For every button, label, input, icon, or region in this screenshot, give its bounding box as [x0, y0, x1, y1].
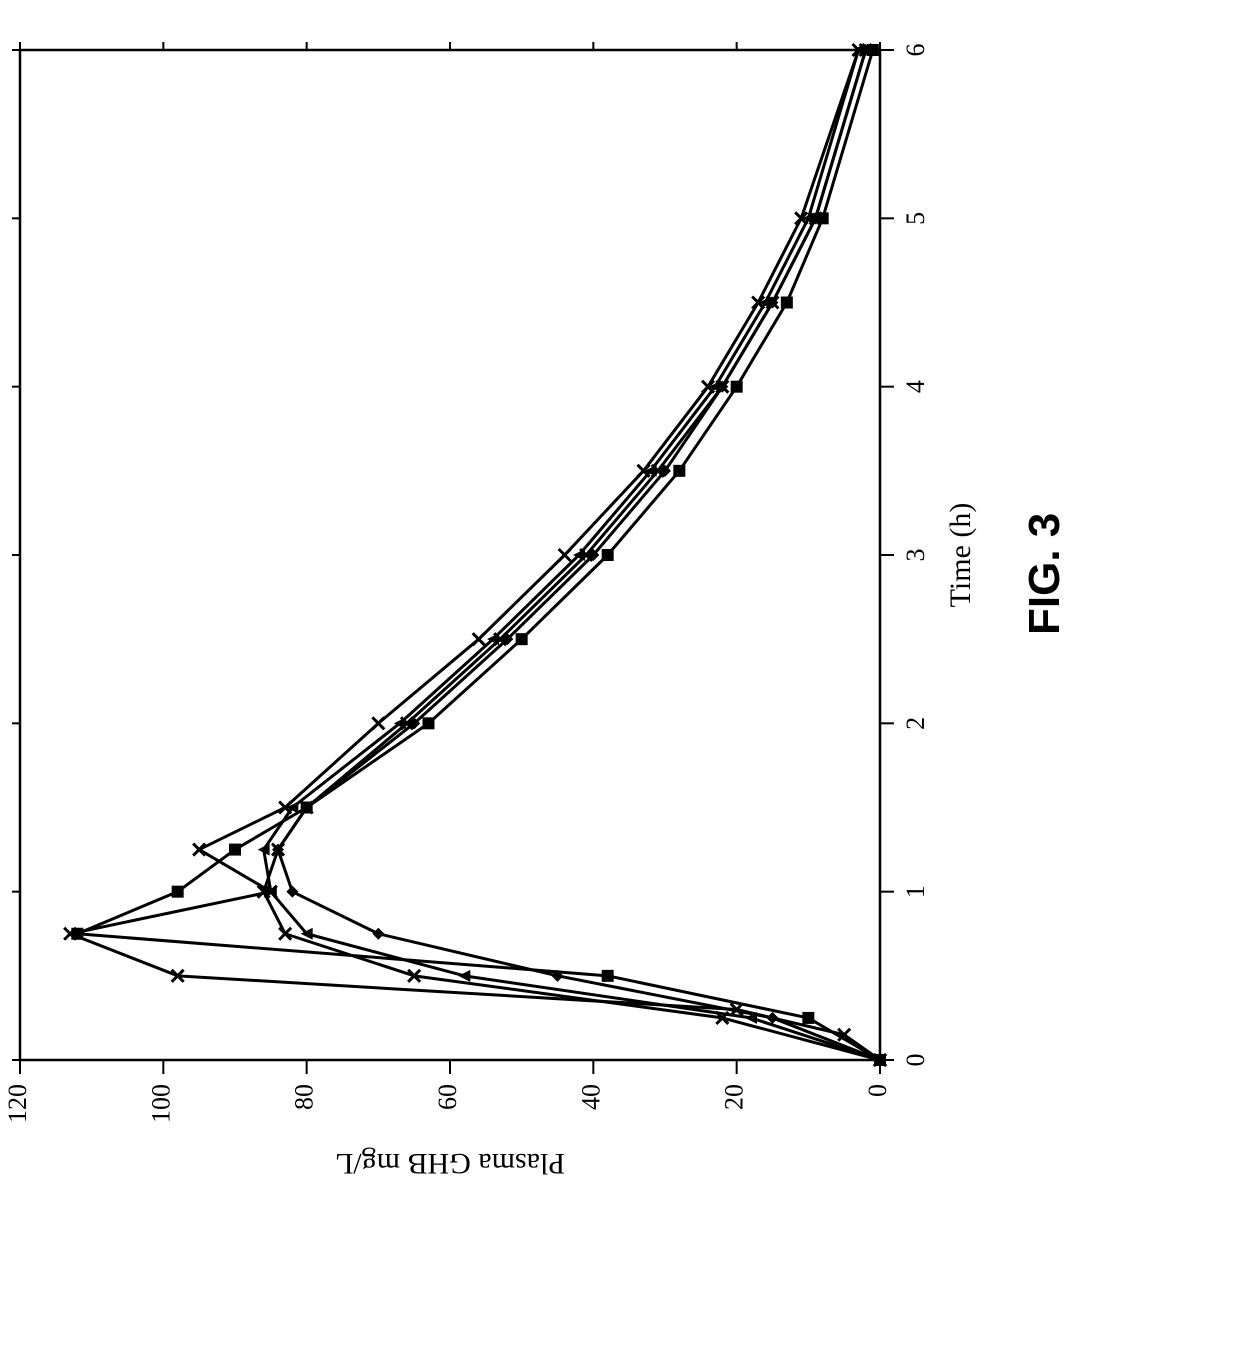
- svg-text:60: 60: [433, 1084, 462, 1110]
- figure-rotated-wrap: 0 20 40 60 80 100 120 0 1 2 3 4 5 6 Time (h) Plasma GHB…: [0, 0, 1100, 1220]
- svg-text:5: 5: [901, 212, 930, 225]
- svg-text:4: 4: [901, 380, 930, 393]
- svg-text:0: 0: [901, 1054, 930, 1067]
- svg-text:20: 20: [720, 1084, 749, 1110]
- svg-text:40: 40: [576, 1084, 605, 1110]
- svg-text:2: 2: [901, 717, 930, 730]
- svg-text:Plasma GHB mg/L: Plasma GHB mg/L: [335, 1147, 565, 1180]
- svg-text:100: 100: [146, 1084, 175, 1123]
- svg-text:0: 0: [863, 1084, 892, 1097]
- page: 0 20 40 60 80 100 120 0 1 2 3 4 5 6 Time (h) Plasma GHB…: [0, 0, 1240, 1369]
- svg-text:1: 1: [901, 885, 930, 898]
- figure-caption: FIG. 3: [1020, 513, 1070, 635]
- svg-text:3: 3: [901, 549, 930, 562]
- svg-text:Time (h): Time (h): [944, 503, 977, 608]
- svg-text:80: 80: [290, 1084, 319, 1110]
- svg-text:120: 120: [3, 1084, 32, 1123]
- chart-container: 0 20 40 60 80 100 120 0 1 2 3 4 5 6 Time (h) Plasma GHB…: [0, 0, 1100, 1220]
- plasma-ghb-chart: 0 20 40 60 80 100 120 0 1 2 3 4 5 6 Time (h) Plasma GHB…: [0, 0, 1100, 1220]
- svg-text:6: 6: [901, 44, 930, 57]
